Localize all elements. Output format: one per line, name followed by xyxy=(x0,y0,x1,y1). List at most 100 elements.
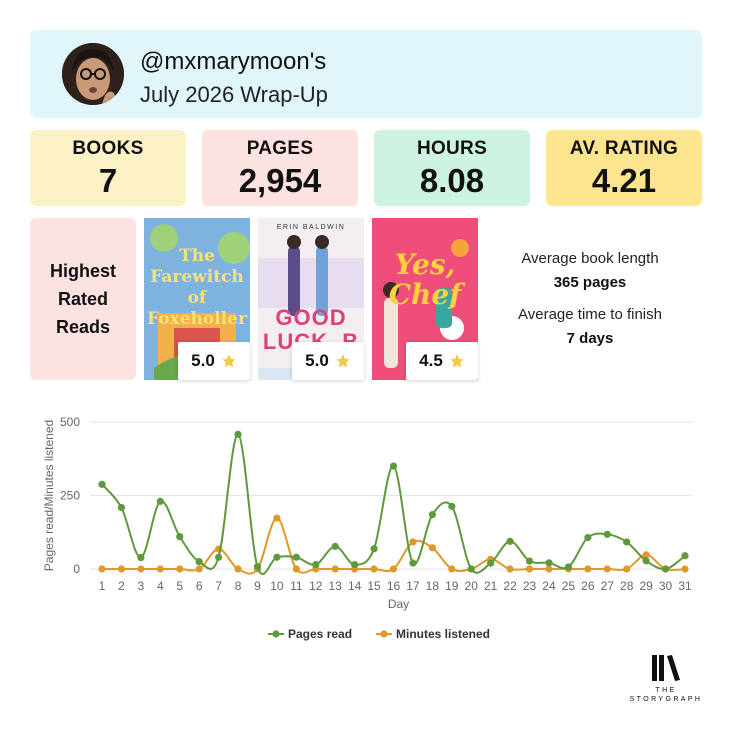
highest-rated-line: Highest xyxy=(49,261,116,281)
logo-line: STORYGRAPH xyxy=(629,696,703,703)
legend-marker xyxy=(272,630,280,638)
x-tick-label: 22 xyxy=(503,579,517,593)
x-tick-label: 28 xyxy=(620,579,634,593)
stat-label: PAGES xyxy=(246,138,314,159)
book-cover-author: ERIN BALDWIN xyxy=(276,224,346,231)
highest-rated-line: Rated xyxy=(57,289,108,309)
data-point xyxy=(642,557,650,565)
logo-line: THE xyxy=(655,687,677,694)
x-tick-label: 4 xyxy=(157,579,164,593)
stat-label: HOURS xyxy=(416,138,488,159)
average-time-text: 7 days xyxy=(566,330,614,347)
data-point xyxy=(623,565,631,573)
data-point xyxy=(389,565,398,573)
data-point xyxy=(117,503,126,512)
data-point xyxy=(564,563,573,571)
data-point xyxy=(176,533,184,541)
data-point xyxy=(389,462,398,470)
x-tick-label: 5 xyxy=(176,579,183,593)
data-point xyxy=(448,565,456,573)
storygraph-logo[interactable]: THE STORYGRAPH xyxy=(628,655,704,704)
data-point xyxy=(467,565,475,573)
x-tick-label: 20 xyxy=(465,579,479,593)
data-point xyxy=(156,497,164,505)
star-icon xyxy=(222,354,236,368)
y-tick-label: 250 xyxy=(60,489,80,503)
data-point xyxy=(681,552,689,560)
x-tick-label: 3 xyxy=(138,579,145,593)
book-rating-value: 5.0 xyxy=(305,351,329,370)
data-point xyxy=(253,563,262,571)
data-point xyxy=(428,511,436,519)
legend-marker xyxy=(380,630,388,638)
data-point xyxy=(681,565,689,573)
data-point xyxy=(448,502,456,510)
x-tick-label: 9 xyxy=(254,579,261,593)
average-length-value: 365 pages xyxy=(490,274,690,291)
data-point xyxy=(292,553,300,561)
data-point xyxy=(156,565,164,573)
data-point xyxy=(603,530,611,538)
x-tick-label: 25 xyxy=(562,579,576,593)
average-time-value: 7 days xyxy=(490,330,690,347)
stat-label: BOOKS xyxy=(72,138,144,159)
legend-label: Pages read xyxy=(288,627,352,641)
data-point xyxy=(584,533,592,542)
data-point xyxy=(428,544,436,552)
star-icon xyxy=(450,354,464,368)
book-rating-badge: 5.0 xyxy=(178,342,250,380)
stat-pages: PAGES 2,954 xyxy=(202,130,358,206)
data-point xyxy=(292,565,300,573)
x-tick-label: 8 xyxy=(235,579,242,593)
stat-value: 8.08 xyxy=(419,162,485,199)
data-point xyxy=(137,553,145,562)
x-tick-label: 19 xyxy=(445,579,459,593)
stat-hours: HOURS 8.08 xyxy=(374,130,530,206)
data-point xyxy=(525,557,534,565)
x-tick-label: 18 xyxy=(426,579,440,593)
data-point xyxy=(661,565,670,573)
series-line xyxy=(101,433,686,576)
book-rating-value: 4.5 xyxy=(419,351,443,370)
stat-average-rating: AV. RATING 4.21 xyxy=(546,130,702,206)
data-point xyxy=(273,553,281,561)
x-tick-label: 7 xyxy=(215,579,222,593)
legend-label: Minutes listened xyxy=(396,627,490,641)
avatar[interactable] xyxy=(62,43,124,105)
data-point xyxy=(525,565,534,573)
x-tick-label: 17 xyxy=(406,579,420,593)
storygraph-logo-icon xyxy=(652,655,680,681)
data-point xyxy=(623,538,631,546)
stat-books: BOOKS 7 xyxy=(30,130,186,206)
data-point xyxy=(273,514,281,522)
x-tick-label: 2 xyxy=(118,579,125,593)
x-tick-label: 23 xyxy=(523,579,537,593)
y-tick-label: 0 xyxy=(73,562,80,576)
x-tick-label: 30 xyxy=(659,579,673,593)
x-tick-label: 26 xyxy=(581,579,595,593)
data-point xyxy=(176,565,184,573)
data-point xyxy=(351,560,359,569)
book-cover-title: Yes, Chef xyxy=(388,248,462,311)
highest-rated-label: Highest Rated Reads xyxy=(30,218,136,380)
data-point xyxy=(331,565,339,573)
username-heading: @mxmarymoon's xyxy=(140,48,327,75)
data-point xyxy=(642,551,650,559)
data-point xyxy=(117,565,126,573)
data-point xyxy=(370,545,378,553)
data-point xyxy=(195,558,203,566)
x-tick-label: 21 xyxy=(484,579,498,593)
data-point xyxy=(370,565,378,573)
data-point xyxy=(331,542,339,550)
data-point xyxy=(545,565,553,573)
x-tick-label: 24 xyxy=(542,579,556,593)
x-tick-label: 13 xyxy=(329,579,343,593)
average-time-label: Average time to finish xyxy=(518,306,662,323)
data-point xyxy=(98,565,106,573)
x-tick-label: 1 xyxy=(99,579,106,593)
stat-label: AV. RATING xyxy=(569,138,679,159)
data-point xyxy=(234,430,242,438)
data-point xyxy=(234,565,242,573)
